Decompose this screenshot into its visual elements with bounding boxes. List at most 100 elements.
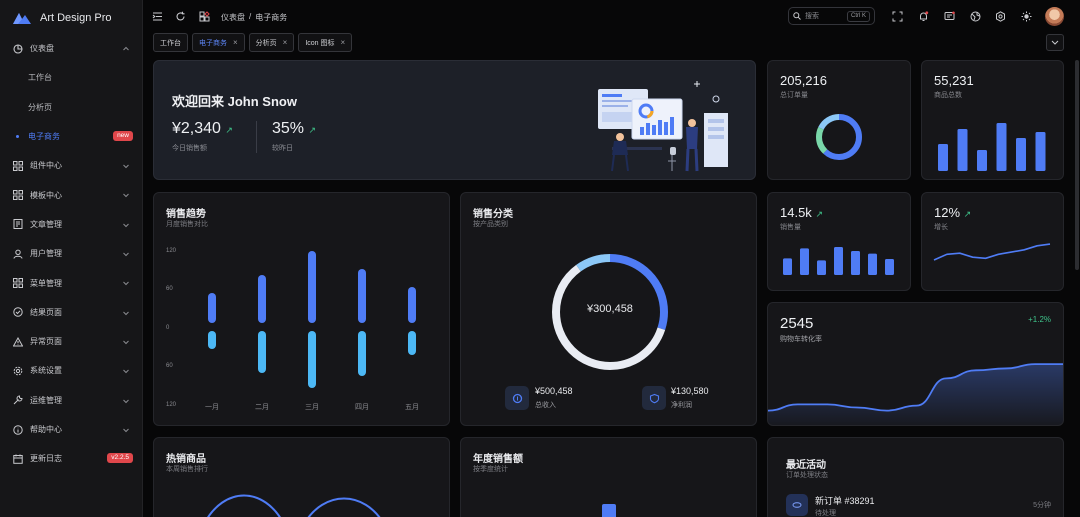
sidebar-item-settings[interactable]: 系统设置 <box>0 356 142 385</box>
annual-sales-card: 年度销售额 按季度统计 <box>460 437 757 517</box>
menu-fold-icon[interactable] <box>152 11 163 22</box>
sidebar-item-analysis[interactable]: 分析页 <box>0 93 142 122</box>
breadcrumb-separator: / <box>249 12 252 21</box>
close-icon[interactable]: × <box>282 38 288 47</box>
sidebar-item-changelog[interactable]: 更新日志 v2.2.5 <box>0 444 142 473</box>
calendar-icon <box>12 453 23 464</box>
profit-label: 净利润 <box>671 402 692 409</box>
products-value: 55,231 <box>934 73 974 88</box>
activity-item[interactable]: 新订单 #38291 待处理 5分钟 <box>786 494 1051 517</box>
sidebar-item-label: 系统设置 <box>30 366 62 376</box>
tab-icons[interactable]: Icon 图标 × <box>298 33 353 52</box>
close-icon[interactable]: × <box>340 38 346 47</box>
sales-volume-bar-chart <box>783 247 894 275</box>
chevron-down-icon <box>123 311 129 315</box>
conversion-line <box>768 363 1063 412</box>
product-bar <box>996 123 1007 171</box>
tab-label: 分析页 <box>255 39 277 47</box>
bar-down <box>358 331 366 376</box>
bell-icon[interactable] <box>918 11 929 22</box>
card-subtitle: 订单处理状态 <box>786 472 828 479</box>
tab-bar: 工作台 电子商务 × 分析页 × Icon 图标 × <box>153 33 353 53</box>
sun-icon[interactable] <box>1021 11 1032 22</box>
sidebar-item-ecommerce[interactable]: 电子商务 new <box>0 122 142 151</box>
bar-up <box>408 287 416 323</box>
sales-bar <box>783 258 792 275</box>
refresh-icon[interactable] <box>175 11 186 22</box>
sidebar-menu: 仪表盘 工作台 分析页 电子商务 new 组件中心 模板中心 文章管理 <box>0 34 142 473</box>
ring-slice <box>816 114 862 160</box>
breadcrumb-item[interactable]: 仪表盘 <box>221 13 245 22</box>
card-subtitle: 按产品类别 <box>473 221 508 228</box>
card-title: 热销商品 <box>166 454 206 465</box>
x-tick-label: 五月 <box>405 403 419 411</box>
conversion-area-chart <box>768 363 1063 425</box>
profit-icon <box>642 386 666 410</box>
sidebar-item-exceptions[interactable]: 异常页面 <box>0 327 142 356</box>
y-tick: 120 <box>166 402 177 408</box>
sidebar-item-help[interactable]: 帮助中心 <box>0 415 142 444</box>
avatar[interactable] <box>1045 7 1064 26</box>
grid-icon <box>12 190 23 201</box>
conversion-card: 2545 购物车转化率 +1.2% <box>767 302 1064 426</box>
sales-bar <box>800 248 809 275</box>
sidebar-item-workbench[interactable]: 工作台 <box>0 63 142 92</box>
x-tick-label: 四月 <box>355 403 369 411</box>
activity-time: 5分钟 <box>1033 502 1051 509</box>
card-title: 销售分类 <box>473 209 513 220</box>
sidebar-item-menus[interactable]: 菜单管理 <box>0 268 142 297</box>
tab-label: 工作台 <box>160 39 181 47</box>
sidebar-item-dashboard[interactable]: 仪表盘 <box>0 34 142 63</box>
settings-icon[interactable] <box>995 11 1006 22</box>
chevron-down-icon <box>123 399 129 403</box>
tab-label: 电子商务 <box>199 39 227 47</box>
bar-up <box>208 293 216 323</box>
search-input[interactable]: 搜索 Ctrl K <box>788 7 875 25</box>
search-icon <box>793 12 801 20</box>
chevron-down-icon <box>123 428 129 433</box>
sidebar: Art Design Pro 仪表盘 工作台 分析页 电子商务 new 组件中心… <box>0 0 143 517</box>
tab-menu-button[interactable] <box>1046 34 1064 51</box>
growth-label: 增长 <box>934 224 948 231</box>
apps-icon[interactable] <box>199 11 210 22</box>
sidebar-item-label: 仪表盘 <box>30 44 54 54</box>
bar-up <box>258 275 266 323</box>
sales-volume-label: 销售量 <box>780 224 801 231</box>
sidebar-item-label: 电子商务 <box>28 132 60 142</box>
sidebar-item-label: 工作台 <box>28 73 52 83</box>
product-bar <box>957 129 968 171</box>
sidebar-item-components[interactable]: 组件中心 <box>0 151 142 180</box>
fullscreen-icon[interactable] <box>892 11 903 22</box>
sidebar-item-users[interactable]: 用户管理 <box>0 239 142 268</box>
close-icon[interactable]: × <box>233 38 238 47</box>
ring-slice <box>816 114 862 160</box>
language-icon[interactable] <box>970 11 981 22</box>
sidebar-item-results[interactable]: 结果页面 <box>0 298 142 327</box>
breadcrumb: 仪表盘 / 电子商务 <box>221 12 287 23</box>
y-tick: 60 <box>166 363 173 369</box>
user-icon <box>12 248 23 259</box>
sidebar-item-templates[interactable]: 模板中心 <box>0 180 142 209</box>
wrench-icon <box>12 395 23 406</box>
revenue-icon <box>505 386 529 410</box>
scrollbar[interactable] <box>1075 60 1079 270</box>
tab-analysis[interactable]: 分析页 × <box>248 33 295 52</box>
sidebar-item-articles[interactable]: 文章管理 <box>0 210 142 239</box>
x-tick-label: 三月 <box>305 403 319 411</box>
chat-icon[interactable] <box>944 11 955 22</box>
chevron-down-icon <box>123 252 129 257</box>
sales-category-card: 销售分类 按产品类别 ¥300,458 ¥500,458 总收入 ¥130,58… <box>460 192 757 426</box>
card-title: 年度销售额 <box>473 454 523 465</box>
bar-down <box>308 331 316 388</box>
trend-up-icon: ↗ <box>963 209 972 219</box>
welcome-title: 欢迎回来 John Snow <box>172 94 297 109</box>
orders-ring-chart <box>816 114 862 160</box>
tab-ecommerce[interactable]: 电子商务 × <box>192 33 245 52</box>
orders-label: 总订单量 <box>780 92 808 99</box>
brand[interactable]: Art Design Pro <box>12 10 112 26</box>
tab-workbench[interactable]: 工作台 <box>153 33 188 52</box>
logo-icon <box>13 13 31 24</box>
grid-icon <box>12 278 23 289</box>
version-badge: v2.2.5 <box>107 453 133 464</box>
sidebar-item-ops[interactable]: 运维管理 <box>0 386 142 415</box>
